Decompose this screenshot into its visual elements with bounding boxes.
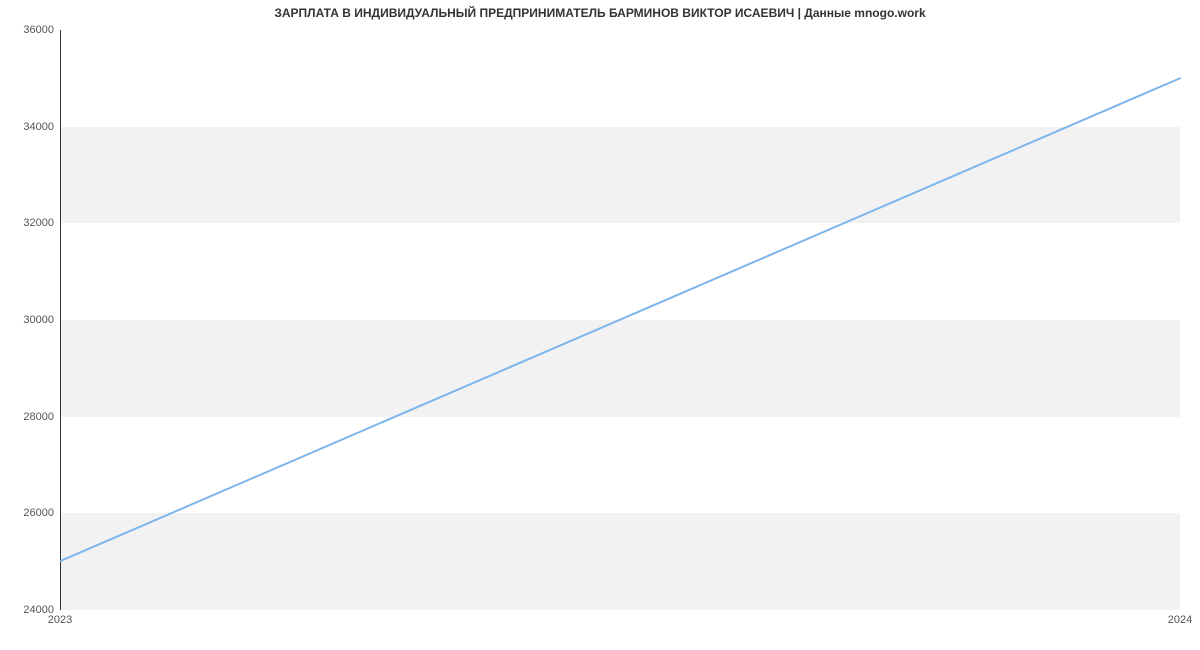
x-tick-label: 2023 <box>48 614 72 626</box>
salary-line-chart: ЗАРПЛАТА В ИНДИВИДУАЛЬНЫЙ ПРЕДПРИНИМАТЕЛ… <box>0 0 1200 650</box>
y-tick-label: 36000 <box>23 24 54 36</box>
y-tick-label: 32000 <box>23 217 54 229</box>
series-line <box>61 78 1180 561</box>
y-tick-label: 34000 <box>23 121 54 133</box>
line-series-svg <box>61 30 1180 609</box>
y-tick-label: 30000 <box>23 314 54 326</box>
plot-area <box>60 30 1180 610</box>
chart-title: ЗАРПЛАТА В ИНДИВИДУАЛЬНЫЙ ПРЕДПРИНИМАТЕЛ… <box>0 6 1200 20</box>
x-tick-label: 2024 <box>1168 614 1192 626</box>
y-tick-label: 28000 <box>23 411 54 423</box>
y-tick-label: 26000 <box>23 507 54 519</box>
